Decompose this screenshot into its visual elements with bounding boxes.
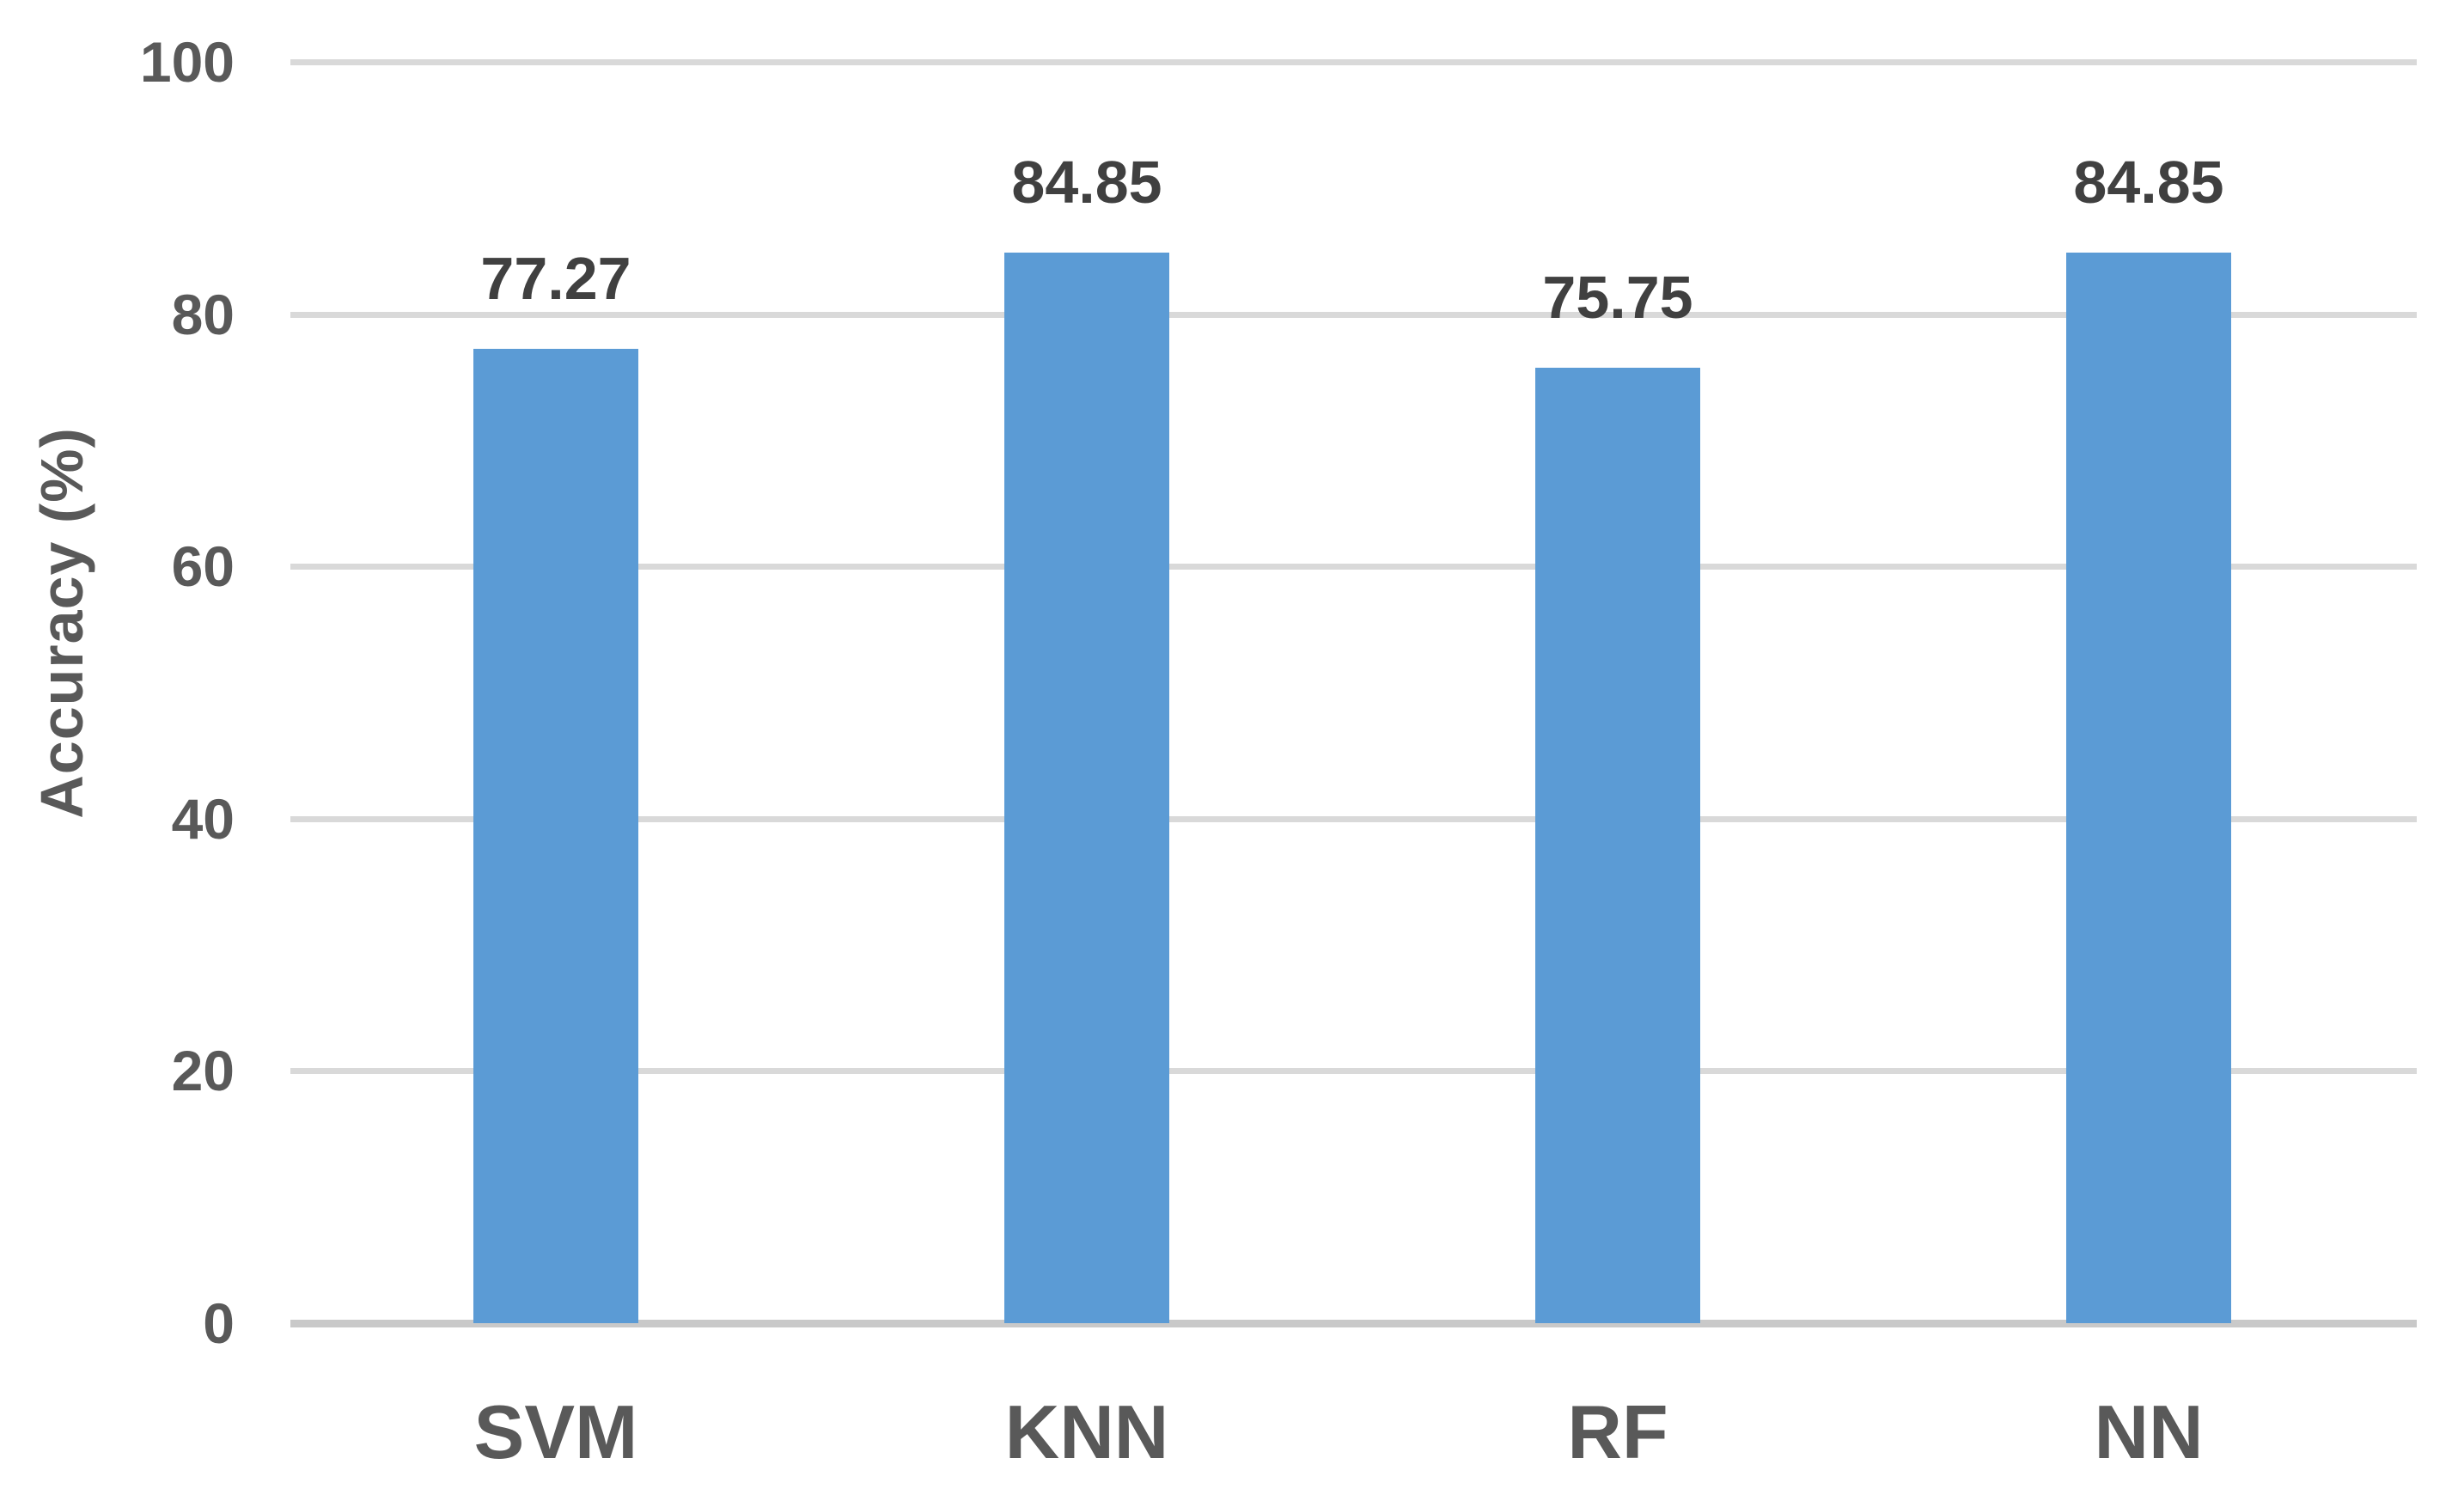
y-tick-label-40: 40: [171, 787, 235, 851]
y-tick-label-0: 0: [203, 1291, 235, 1355]
y-tick-label-20: 20: [171, 1039, 235, 1102]
y-tick-label-60: 60: [171, 534, 235, 598]
x-category-label-rf: RF: [1567, 1389, 1668, 1474]
data-label-knn: 84.85: [1011, 149, 1162, 216]
data-label-nn: 84.85: [2073, 149, 2224, 216]
gridline-y-40: [290, 816, 2417, 822]
y-axis-title: Accuracy (%): [28, 427, 95, 819]
gridline-y-20: [290, 1068, 2417, 1074]
x-category-label-nn: NN: [2094, 1389, 2204, 1474]
data-label-svm: 77.27: [480, 245, 631, 312]
y-tick-label-80: 80: [171, 283, 235, 346]
gridline-y-80: [290, 312, 2417, 318]
bar-nn: [2066, 253, 2231, 1323]
gridline-y-100: [290, 59, 2417, 65]
x-category-label-svm: SVM: [473, 1389, 638, 1474]
bar-knn: [1004, 253, 1169, 1323]
x-axis-line: [290, 1320, 2417, 1327]
bar-svm: [473, 349, 638, 1323]
x-category-label-knn: KNN: [1004, 1389, 1169, 1474]
y-tick-label-100: 100: [139, 30, 235, 94]
data-label-rf: 75.75: [1542, 264, 1693, 331]
gridline-y-60: [290, 564, 2417, 570]
bar-rf: [1535, 368, 1700, 1323]
